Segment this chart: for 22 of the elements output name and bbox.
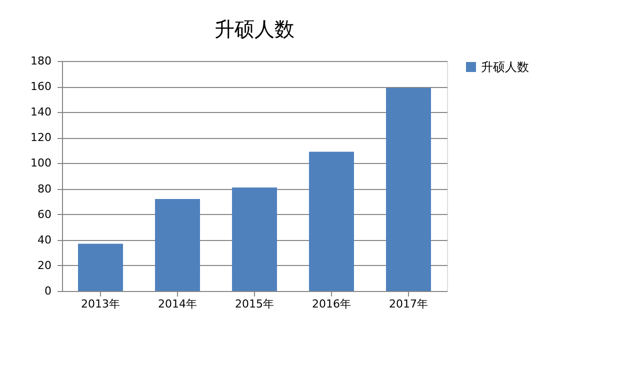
x-tick-label: 2016年 xyxy=(312,298,351,310)
x-tick-label: 2015年 xyxy=(235,298,274,310)
y-tick-label: 160 xyxy=(30,80,52,94)
legend-label: 升硕人数 xyxy=(481,60,529,74)
y-tick-label: 120 xyxy=(30,131,52,144)
y-tick-label: 60 xyxy=(38,208,52,221)
bar xyxy=(309,152,354,291)
y-tick-label: 40 xyxy=(38,233,52,246)
x-tick-label: 2017年 xyxy=(389,298,428,310)
y-tick-label: 80 xyxy=(38,182,52,196)
bar xyxy=(78,244,123,291)
bar xyxy=(155,199,200,291)
x-tick-label: 2013年 xyxy=(81,298,120,310)
bar xyxy=(386,88,431,291)
chart-title: 升硕人数 xyxy=(214,17,294,41)
x-tick-label: 2014年 xyxy=(158,298,197,310)
y-tick-label: 180 xyxy=(30,54,52,68)
y-tick-label: 140 xyxy=(30,106,52,119)
y-tick-label: 0 xyxy=(44,284,52,298)
bar xyxy=(232,188,277,291)
y-tick-label: 100 xyxy=(30,156,52,170)
y-tick-label: 20 xyxy=(38,258,52,272)
